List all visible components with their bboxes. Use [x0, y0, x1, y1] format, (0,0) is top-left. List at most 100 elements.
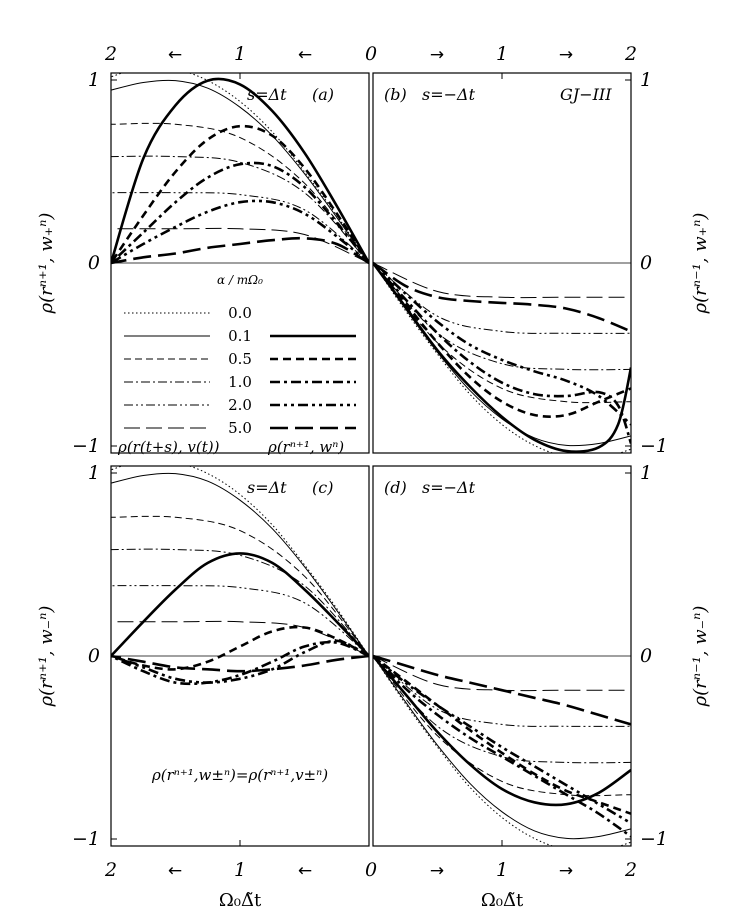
bottom-tick-arrow: → — [430, 861, 444, 881]
series-line-a-thick-solid-alpha-0.1 — [111, 77, 369, 264]
legend-alpha-label: 0.5 — [228, 350, 252, 368]
legend-thick-label: ρ(rⁿ⁺¹, wⁿ) — [267, 438, 344, 456]
legend-alpha-label: 5.0 — [228, 419, 252, 437]
bottom-tick-arrow: ← — [168, 861, 182, 881]
y-tick-label: 1 — [640, 462, 652, 484]
series-line-b-thin-dashdotdot-alpha-2.0 — [373, 262, 631, 334]
series-line-d-thick-dashdot-alpha-1.0 — [373, 655, 631, 838]
legend-alpha-label: 1.0 — [228, 373, 252, 391]
series-line-a-thin-dashdotdot-alpha-2.0 — [111, 192, 369, 264]
series-line-c-thin-dotted-alpha-0.0 — [111, 466, 369, 657]
top-axis-ticks: 2 ← 1 ← 0 → 1 → 2 — [104, 43, 637, 65]
y-tick-label: 0 — [640, 252, 652, 274]
series-line-b-thick-dashdotdot-alpha-2.0 — [373, 262, 631, 426]
bottom-tick-label: 2 — [104, 859, 117, 881]
series-line-b-thin-longdash-alpha-5.0 — [373, 262, 631, 299]
panel-b-scheme-label: GJ−III — [560, 85, 612, 104]
series-line-b-thick-dashdot-alpha-1.0 — [373, 262, 631, 444]
series-line-a-thick-dashdotdot-alpha-2.0 — [111, 199, 369, 265]
y-axis-label-top-right: ρ(rⁿ⁻¹, w₊ⁿ) — [690, 213, 711, 315]
series-line-c-thick-dashed-alpha-0.5 — [111, 625, 369, 671]
zero-lines — [111, 262, 631, 657]
series-line-c-thick-dashdotdot-alpha-2.0 — [111, 639, 369, 684]
series-line-c-thin-longdash-alpha-5.0 — [111, 620, 369, 657]
y-tick-label: −1 — [72, 828, 100, 850]
series-line-d-thin-dashdot-alpha-1.0 — [373, 655, 631, 764]
series-line-c-thick-solid-alpha-0.1 — [111, 552, 369, 657]
series-line-d-thin-dashed-alpha-0.5 — [373, 655, 631, 797]
y-axis-label-bottom-left: ρ(rⁿ⁺¹, w₋ⁿ) — [36, 606, 57, 708]
panel-a-s-label: s=Δt — [247, 85, 287, 104]
x-axis-label-right: Ω₀Δ̃t — [481, 890, 524, 911]
series-line-a-thin-dashed-alpha-0.5 — [111, 122, 369, 264]
tick-marks — [110, 73, 632, 846]
x-axis-label-left: Ω₀Δ̃t — [219, 890, 262, 911]
panel-d-s-label: s=−Δt — [422, 478, 476, 497]
y-axis-label-top-left: ρ(rⁿ⁺¹, w₊ⁿ) — [36, 213, 57, 315]
legend-alpha-label: 2.0 — [228, 396, 252, 414]
top-tick-arrow: ← — [168, 45, 182, 65]
series-line-b-thin-dashdot-alpha-1.0 — [373, 262, 631, 371]
series-line-b-thick-longdash-alpha-5.0 — [373, 261, 631, 333]
top-tick-label: 2 — [624, 43, 637, 65]
series-line-d-thin-solid-alpha-0.1 — [373, 655, 631, 840]
series-line-a-thick-dashdot-alpha-1.0 — [111, 161, 369, 264]
legend-alpha-label: 0.0 — [228, 304, 252, 322]
series-line-b-thick-dashed-alpha-0.5 — [373, 262, 631, 418]
series-line-b-thin-dotted-alpha-0.0 — [373, 262, 631, 453]
top-tick-arrow: ← — [298, 45, 312, 65]
y-axis-label-bottom-right: ρ(rⁿ⁻¹, w₋ⁿ) — [690, 606, 711, 708]
y-tick-label: −1 — [72, 435, 100, 457]
series-line-d-thin-dotted-alpha-0.0 — [373, 655, 631, 846]
bottom-tick-label: 1 — [234, 859, 246, 881]
panel-b-label: (b) — [384, 85, 407, 104]
chart-curves — [111, 73, 631, 846]
bottom-tick-label: 0 — [365, 859, 377, 881]
panel-a-label: (a) — [312, 85, 334, 104]
y-ticks-left: 1 0 −1 1 0 −1 — [72, 69, 100, 850]
panel-frames — [110, 72, 632, 847]
legend: α / mΩ₀ 0.0 0.1 0.5 1.0 2.0 5.0 ρ(r(t+s)… — [117, 273, 356, 456]
panel-c-s-label: s=Δt — [247, 478, 287, 497]
series-line-d-thin-longdash-alpha-5.0 — [373, 655, 631, 692]
series-line-c-thin-dashdot-alpha-1.0 — [111, 548, 369, 657]
y-tick-label: 1 — [88, 69, 100, 91]
y-tick-label: 0 — [88, 645, 100, 667]
series-line-c-thick-dashdot-alpha-1.0 — [111, 640, 369, 686]
y-tick-label: 1 — [640, 69, 652, 91]
bottom-axis-ticks: 2 ← 1 ← 0 → 1 → 2 — [104, 859, 637, 881]
y-tick-label: −1 — [640, 435, 668, 457]
top-tick-label: 1 — [496, 43, 508, 65]
series-line-a-thin-solid-alpha-0.1 — [111, 79, 369, 264]
top-tick-arrow: → — [559, 45, 573, 65]
panel-c-label: (c) — [312, 478, 333, 497]
series-line-a-thick-longdash-alpha-5.0 — [111, 236, 369, 265]
bottom-tick-label: 2 — [624, 859, 637, 881]
series-line-a-thick-dashed-alpha-0.5 — [111, 124, 369, 264]
legend-header: α / mΩ₀ — [217, 273, 263, 287]
top-tick-label: 1 — [234, 43, 246, 65]
bottom-tick-arrow: ← — [298, 861, 312, 881]
y-tick-label: 0 — [88, 252, 100, 274]
bottom-tick-arrow: → — [559, 861, 573, 881]
panel-d-label: (d) — [384, 478, 407, 497]
series-line-d-thin-dashdotdot-alpha-2.0 — [373, 655, 631, 727]
y-tick-label: 1 — [88, 462, 100, 484]
series-line-c-thick-longdash-alpha-5.0 — [111, 654, 369, 673]
series-line-c-thin-dashdotdot-alpha-2.0 — [111, 585, 369, 657]
series-line-d-thick-solid-alpha-0.1 — [373, 655, 631, 807]
series-line-c-thin-solid-alpha-0.1 — [111, 472, 369, 657]
top-tick-label: 0 — [365, 43, 377, 65]
y-ticks-right: 1 0 −1 1 0 −1 — [640, 69, 668, 850]
series-line-d-thick-dashdotdot-alpha-2.0 — [373, 654, 631, 825]
y-tick-label: 0 — [640, 645, 652, 667]
top-tick-label: 2 — [104, 43, 117, 65]
panel-c-annotation: ρ(rⁿ⁺¹,w±ⁿ)=ρ(rⁿ⁺¹,v±ⁿ) — [151, 766, 328, 784]
series-line-a-thin-dashdot-alpha-1.0 — [111, 155, 369, 264]
series-line-a-thin-dotted-alpha-0.0 — [111, 73, 369, 264]
legend-alpha-label: 0.1 — [228, 327, 252, 345]
series-line-c-thin-dashed-alpha-0.5 — [111, 515, 369, 657]
series-line-a-thin-longdash-alpha-5.0 — [111, 227, 369, 264]
series-line-b-thick-solid-alpha-0.1 — [373, 262, 631, 453]
